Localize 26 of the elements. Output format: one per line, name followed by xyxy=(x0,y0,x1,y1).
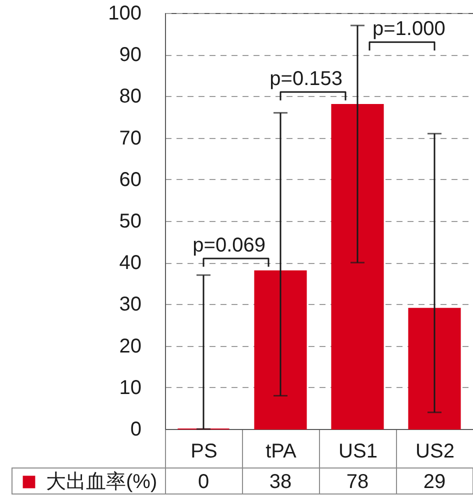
y-tick-label: 30 xyxy=(119,294,142,316)
annotation: p=1.000 xyxy=(372,18,446,40)
legend-label: 大出血率(%) xyxy=(46,471,158,493)
x-tick-label: US1 xyxy=(338,440,378,462)
y-tick-label: 100 xyxy=(108,2,142,24)
data-label: 29 xyxy=(423,471,446,493)
y-tick-label: 90 xyxy=(119,44,142,66)
data-label: 78 xyxy=(346,471,369,493)
annotation: p=0.153 xyxy=(270,68,342,90)
y-tick-label: 40 xyxy=(119,252,142,274)
bar xyxy=(408,308,461,430)
y-tick-label: 50 xyxy=(119,210,142,232)
y-tick-label: 20 xyxy=(119,335,142,358)
y-tick-label: 10 xyxy=(119,376,142,399)
y-tick-label: 0 xyxy=(130,418,142,440)
x-tick-label: PS xyxy=(190,440,218,462)
data-label: 0 xyxy=(198,471,210,493)
y-tick-label: 80 xyxy=(119,86,142,108)
data-label: 38 xyxy=(269,471,292,493)
x-tick-label: tPA xyxy=(266,440,298,462)
x-tick-label: US2 xyxy=(416,440,454,462)
annotation: p=0.069 xyxy=(192,234,266,256)
y-tick-label: 70 xyxy=(119,127,142,150)
bar xyxy=(331,104,384,430)
y-tick-label: 60 xyxy=(119,168,142,191)
bar xyxy=(254,270,307,430)
